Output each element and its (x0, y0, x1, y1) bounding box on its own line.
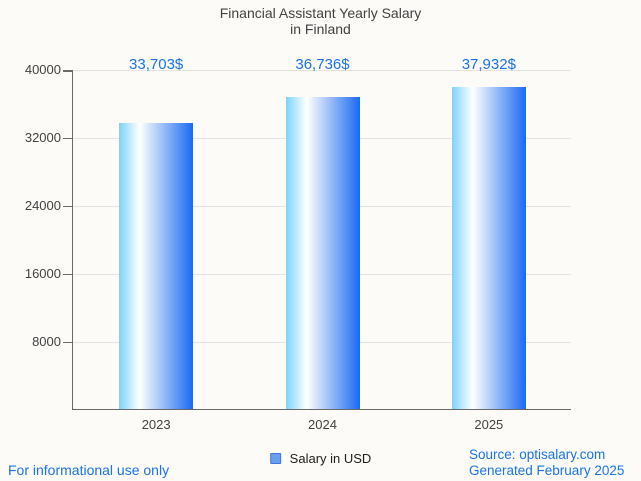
chart-title-line1: Financial Assistant Yearly Salary (219, 5, 422, 21)
bar-value-label-2025: 37,932$ (461, 56, 516, 73)
chart-title-line2: in Finland (290, 21, 351, 37)
y-axis-label: 16000 (24, 266, 61, 281)
y-axis-tick (63, 205, 72, 207)
legend: Salary in USD (269, 451, 372, 466)
bar-2023[interactable] (119, 122, 194, 409)
x-axis-label-2025: 2025 (474, 417, 504, 432)
legend-swatch-icon (269, 453, 281, 464)
legend-label: Salary in USD (289, 451, 372, 466)
y-axis-tick (63, 273, 72, 275)
y-axis-tick (63, 70, 72, 72)
generated-line: Generated February 2025 (469, 462, 625, 478)
source-attribution: Source: optisalary.com Generated Februar… (469, 447, 624, 478)
chart-title: Financial Assistant Yearly Salary in Fin… (0, 5, 641, 37)
x-axis-label-2024: 2024 (308, 417, 337, 432)
x-axis-label-2023: 2023 (141, 417, 171, 432)
bar-2025[interactable] (451, 86, 526, 409)
y-axis-tick (63, 137, 72, 139)
bar-value-label-2023: 33,703$ (129, 56, 184, 73)
y-axis-label: 32000 (24, 130, 61, 145)
disclaimer-text: For informational use only (8, 462, 170, 478)
y-axis-tick (63, 341, 72, 343)
y-axis-label: 40000 (24, 62, 61, 77)
bar-2024[interactable] (285, 96, 360, 409)
gridline (73, 70, 571, 71)
y-axis-label: 24000 (24, 198, 61, 213)
bar-value-label-2024: 36,736$ (295, 56, 350, 73)
y-axis-label: 8000 (32, 334, 61, 349)
source-line: Source: optisalary.com (469, 447, 606, 462)
plot-area: 8000 16000 24000 32000 40000 33,703$ 2023 36,73… (25, 56, 571, 432)
